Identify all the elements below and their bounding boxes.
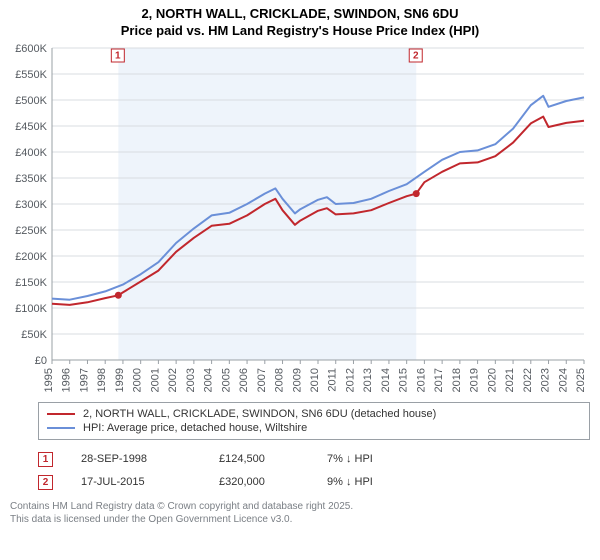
svg-text:1995: 1995 [43,368,55,392]
svg-text:2017: 2017 [433,368,445,392]
svg-text:£500K: £500K [15,95,47,107]
svg-text:£300K: £300K [15,199,47,211]
footer: Contains HM Land Registry data © Crown c… [10,500,590,526]
svg-text:2004: 2004 [203,368,215,392]
svg-text:1997: 1997 [78,368,90,392]
svg-text:2011: 2011 [327,368,339,392]
legend-item-1: HPI: Average price, detached house, Wilt… [47,421,581,435]
svg-text:2001: 2001 [149,368,161,392]
sale-point-2 [413,190,420,197]
svg-text:2010: 2010 [309,368,321,392]
svg-text:1999: 1999 [114,368,126,392]
footer-line-2: This data is licensed under the Open Gov… [10,513,590,526]
sale-row-1: 1 28-SEP-1998 £124,500 7% ↓ HPI [38,448,590,471]
svg-text:2020: 2020 [486,368,498,392]
svg-text:£250K: £250K [15,225,47,237]
svg-text:2019: 2019 [469,368,481,392]
svg-text:2025: 2025 [575,368,587,392]
sale-price: £124,500 [219,453,299,465]
footer-line-1: Contains HM Land Registry data © Crown c… [10,500,590,513]
sales-table: 1 28-SEP-1998 £124,500 7% ↓ HPI 2 17-JUL-2015… [38,448,590,494]
svg-text:£450K: £450K [15,121,47,133]
svg-text:£600K: £600K [15,44,47,55]
legend-swatch [47,413,75,415]
svg-text:2009: 2009 [291,368,303,392]
svg-text:2003: 2003 [185,368,197,392]
svg-text:2006: 2006 [238,368,250,392]
svg-text:2021: 2021 [504,368,516,392]
svg-text:2000: 2000 [132,368,144,392]
svg-text:1996: 1996 [61,368,73,392]
sale-marker-badge: 2 [38,475,53,490]
svg-text:£150K: £150K [15,277,47,289]
price-chart: £0 £50K £100K £150K £200K £250K £300K £350K £400… [10,44,590,396]
sale-row-2: 2 17-JUL-2015 £320,000 9% ↓ HPI [38,471,590,494]
svg-text:2015: 2015 [398,368,410,392]
sale-delta: 7% ↓ HPI [327,453,373,465]
legend-swatch [47,427,75,429]
svg-text:2: 2 [413,50,419,61]
legend-label: 2, NORTH WALL, CRICKLADE, SWINDON, SN6 6… [83,408,436,420]
chart-title-block: 2, NORTH WALL, CRICKLADE, SWINDON, SN6 6… [0,0,600,40]
svg-text:£200K: £200K [15,251,47,263]
sale-date: 28-SEP-1998 [81,453,191,465]
svg-text:2023: 2023 [540,368,552,392]
svg-text:£100K: £100K [15,303,47,315]
sale-delta: 9% ↓ HPI [327,476,373,488]
svg-text:2022: 2022 [522,368,534,392]
svg-text:1998: 1998 [96,368,108,392]
legend-item-0: 2, NORTH WALL, CRICKLADE, SWINDON, SN6 6… [47,407,581,421]
title-line-2: Price paid vs. HM Land Registry's House … [0,23,600,40]
legend-label: HPI: Average price, detached house, Wilt… [83,422,307,434]
svg-text:2007: 2007 [256,368,268,392]
svg-text:2002: 2002 [167,368,179,392]
svg-text:2016: 2016 [415,368,427,392]
svg-text:£0: £0 [35,355,47,367]
legend: 2, NORTH WALL, CRICKLADE, SWINDON, SN6 6… [38,402,590,440]
svg-text:2005: 2005 [220,368,232,392]
svg-text:2013: 2013 [362,368,374,392]
sale-date: 17-JUL-2015 [81,476,191,488]
sale-price: £320,000 [219,476,299,488]
svg-text:2014: 2014 [380,368,392,392]
svg-text:£350K: £350K [15,173,47,185]
svg-text:£50K: £50K [21,329,47,341]
svg-text:2008: 2008 [274,368,286,392]
svg-text:1: 1 [115,50,121,61]
title-line-1: 2, NORTH WALL, CRICKLADE, SWINDON, SN6 6… [0,6,600,23]
sale-marker-badge: 1 [38,452,53,467]
svg-text:£400K: £400K [15,147,47,159]
svg-text:£550K: £550K [15,69,47,81]
svg-text:2018: 2018 [451,368,463,392]
svg-text:2024: 2024 [557,368,569,392]
svg-text:2012: 2012 [344,368,356,392]
chart-area: £0 £50K £100K £150K £200K £250K £300K £350K £400… [10,44,590,396]
sale-point-1 [115,292,122,299]
